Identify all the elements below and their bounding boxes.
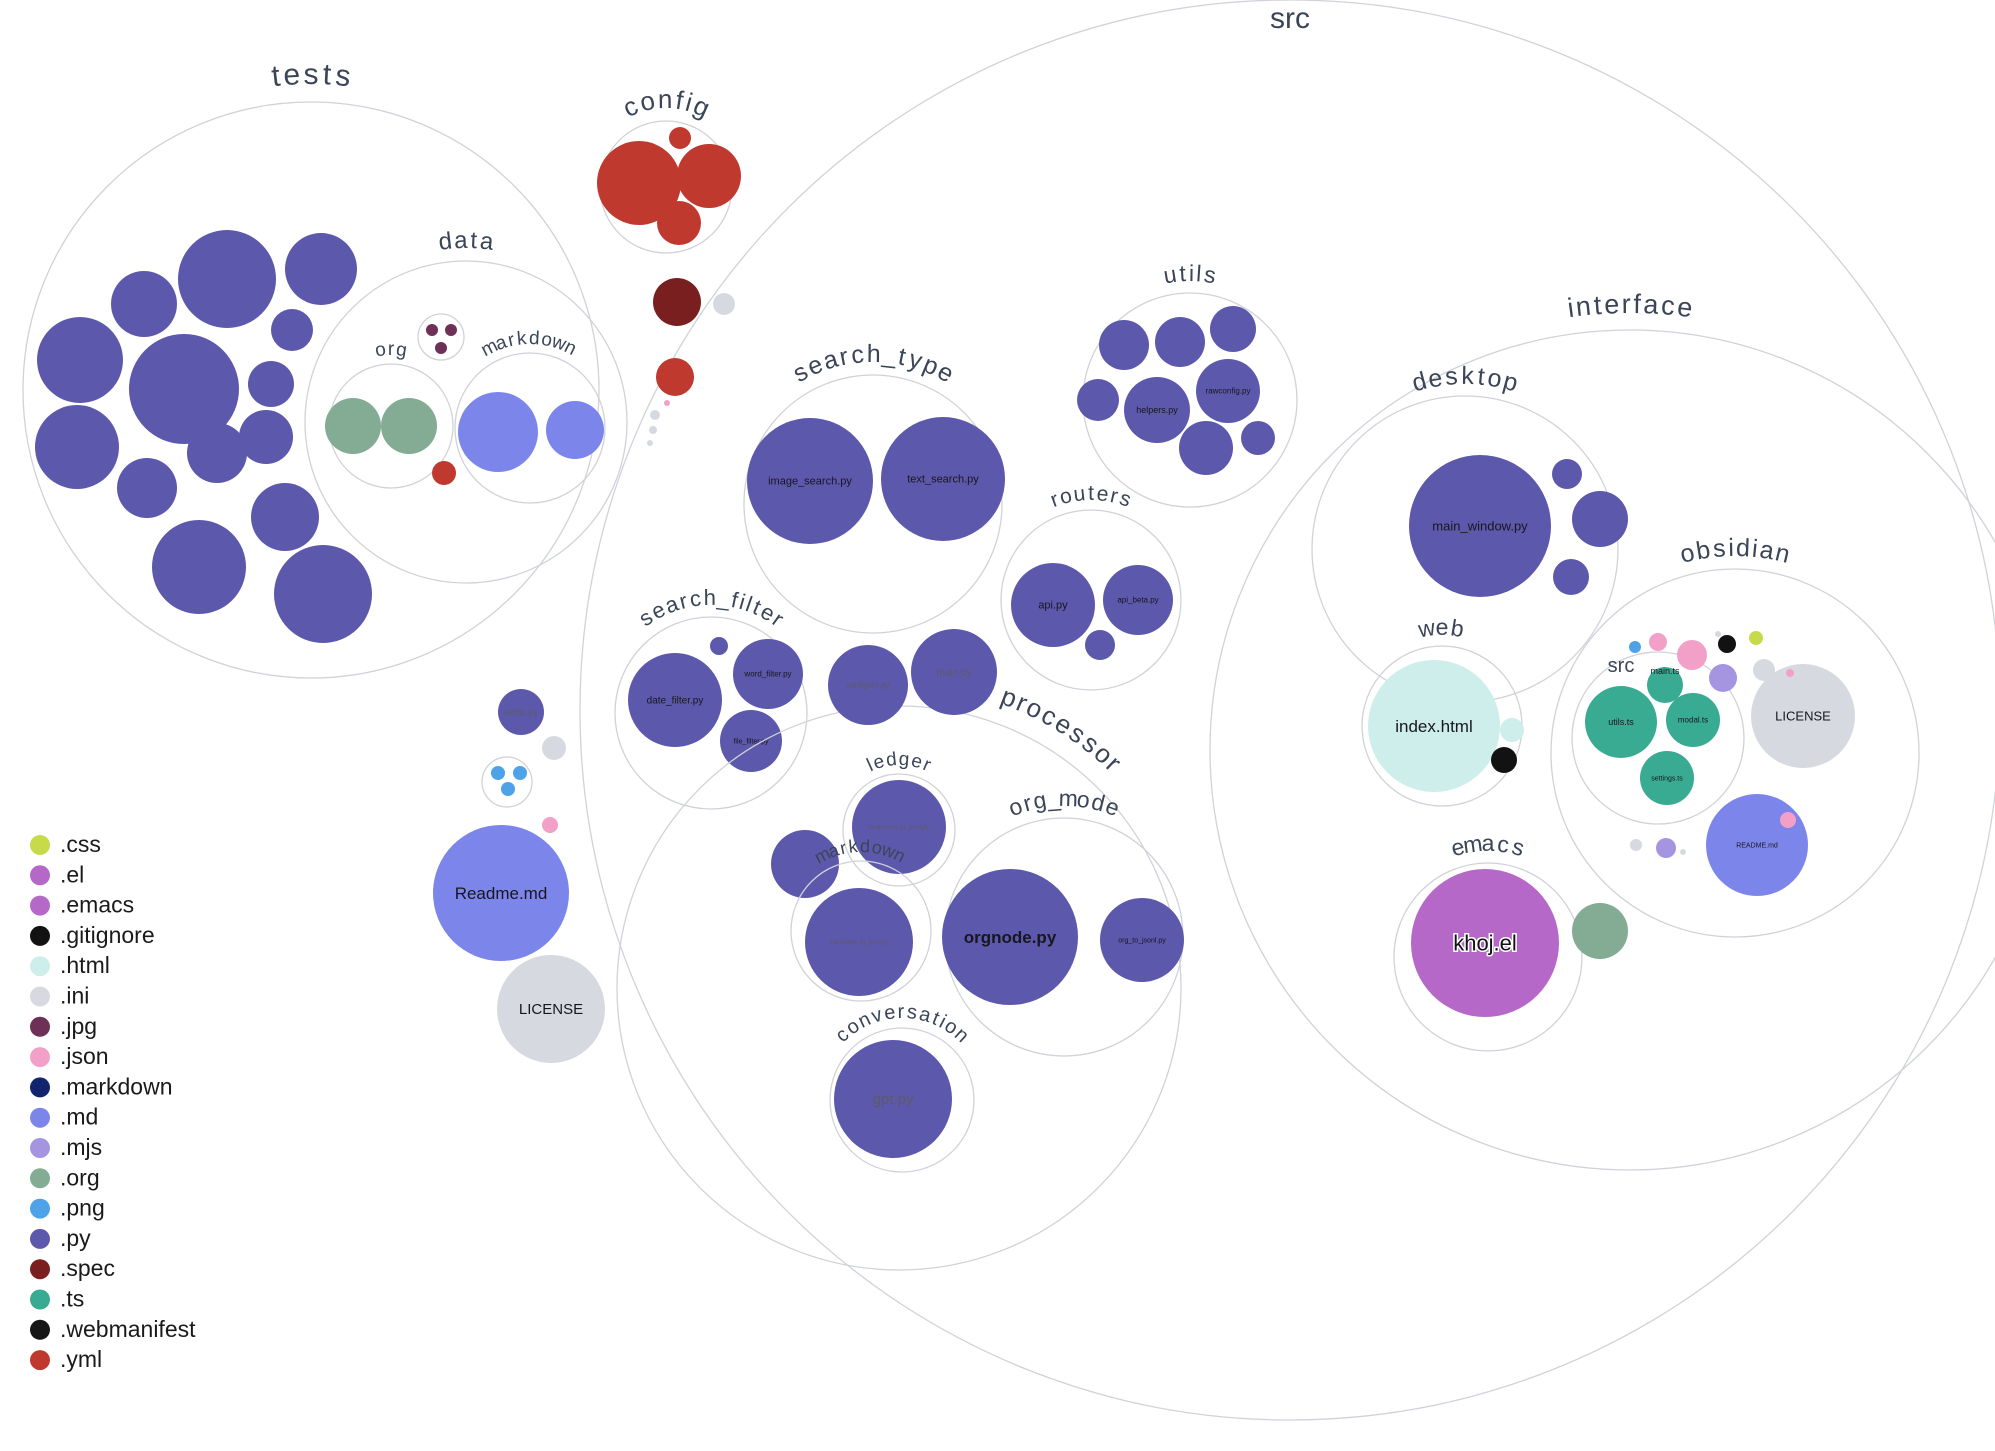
- svg-text:api_beta.py: api_beta.py: [1117, 596, 1158, 605]
- svg-text:LICENSE: LICENSE: [519, 1001, 583, 1018]
- svg-text:.ini: .ini: [60, 983, 89, 1009]
- svg-text:s: s: [1712, 534, 1727, 563]
- svg-text:main.py: main.py: [936, 667, 971, 678]
- svg-text:word_filter.py: word_filter.py: [743, 670, 791, 679]
- svg-text:settings.ts: settings.ts: [1651, 775, 1683, 782]
- svg-text:r: r: [897, 1001, 904, 1023]
- svg-text:s: s: [304, 58, 319, 91]
- svg-text:d: d: [528, 328, 540, 349]
- svg-text:.mjs: .mjs: [60, 1134, 102, 1160]
- svg-text:.el: .el: [60, 861, 84, 887]
- svg-text:helpers.py: helpers.py: [1136, 405, 1178, 415]
- svg-text:index.html: index.html: [1395, 717, 1472, 736]
- svg-text:a: a: [1482, 830, 1495, 856]
- svg-text:src: src: [1270, 2, 1310, 35]
- svg-text:.markdown: .markdown: [60, 1073, 172, 1099]
- svg-text:configure.py: configure.py: [846, 681, 890, 690]
- svg-text:e: e: [1436, 614, 1449, 640]
- svg-text:.md: .md: [60, 1104, 98, 1130]
- svg-text:.css: .css: [60, 831, 101, 857]
- svg-text:modal.ts: modal.ts: [1678, 716, 1708, 725]
- svg-text:.html: .html: [60, 952, 110, 978]
- svg-text:README.md: README.md: [1736, 842, 1778, 849]
- svg-text:n: n: [1574, 291, 1592, 322]
- svg-text:n: n: [658, 84, 673, 114]
- svg-text:a: a: [1643, 289, 1660, 320]
- svg-text:main_window.py: main_window.py: [1432, 518, 1528, 533]
- svg-text:u: u: [1072, 482, 1086, 506]
- svg-text:.emacs: .emacs: [60, 892, 134, 918]
- svg-text:orgnode.py: orgnode.py: [964, 928, 1057, 947]
- svg-text:.jpg: .jpg: [60, 1013, 97, 1039]
- svg-text:khoj.el: khoj.el: [1453, 931, 1517, 956]
- svg-text:.spec: .spec: [60, 1255, 115, 1281]
- svg-text:k: k: [1461, 362, 1474, 390]
- svg-text:.org: .org: [60, 1164, 100, 1190]
- svg-text:d: d: [860, 836, 871, 856]
- svg-text:markdown_to_jsonl.py: markdown_to_jsonl.py: [829, 940, 889, 946]
- svg-text:setup.py: setup.py: [504, 707, 539, 717]
- svg-text:api.py: api.py: [1038, 600, 1068, 612]
- svg-text:r: r: [388, 339, 395, 360]
- svg-text:beancount_to_jsonl.py: beancount_to_jsonl.py: [869, 825, 929, 831]
- svg-text:e: e: [1604, 289, 1620, 320]
- svg-text:d: d: [885, 749, 898, 771]
- svg-text:e: e: [1096, 482, 1110, 506]
- svg-text:.py: .py: [60, 1225, 91, 1251]
- svg-text:.yml: .yml: [60, 1346, 102, 1372]
- svg-text:rawconfig.py: rawconfig.py: [1206, 387, 1251, 396]
- svg-text:main.ts: main.ts: [1650, 666, 1680, 676]
- svg-text:.webmanifest: .webmanifest: [60, 1316, 196, 1342]
- svg-text:a: a: [454, 227, 469, 254]
- svg-text:gpt.py: gpt.py: [873, 1091, 914, 1108]
- svg-text:.json: .json: [60, 1043, 109, 1069]
- svg-text:d: d: [1736, 534, 1751, 563]
- svg-text:org_to_jsonl.py: org_to_jsonl.py: [1118, 937, 1166, 944]
- svg-text:.gitignore: .gitignore: [60, 922, 155, 948]
- svg-text:.png: .png: [60, 1195, 105, 1221]
- svg-text:text_search.py: text_search.py: [907, 474, 979, 486]
- svg-text:.ts: .ts: [60, 1286, 84, 1312]
- svg-text:h: h: [704, 585, 717, 610]
- svg-text:utils.ts: utils.ts: [1608, 717, 1634, 727]
- svg-text:r: r: [1621, 289, 1630, 319]
- svg-text:i: i: [1189, 260, 1194, 286]
- svg-text:file_filter.py: file_filter.py: [733, 738, 769, 745]
- svg-text:date_filter.py: date_filter.py: [647, 695, 704, 706]
- svg-text:src: src: [1608, 655, 1635, 677]
- svg-text:image_search.py: image_search.py: [768, 476, 852, 488]
- svg-text:c: c: [1660, 290, 1676, 321]
- svg-text:Readme.md: Readme.md: [455, 884, 548, 903]
- svg-text:f: f: [1633, 289, 1641, 319]
- svg-text:i: i: [1728, 534, 1734, 562]
- svg-text:m: m: [1461, 830, 1483, 858]
- svg-text:s: s: [1444, 362, 1459, 391]
- svg-text:g: g: [898, 749, 910, 771]
- svg-text:t: t: [1088, 482, 1094, 505]
- svg-text:LICENSE: LICENSE: [1775, 708, 1831, 723]
- svg-text:h: h: [867, 340, 881, 368]
- svg-text:e: e: [282, 58, 301, 92]
